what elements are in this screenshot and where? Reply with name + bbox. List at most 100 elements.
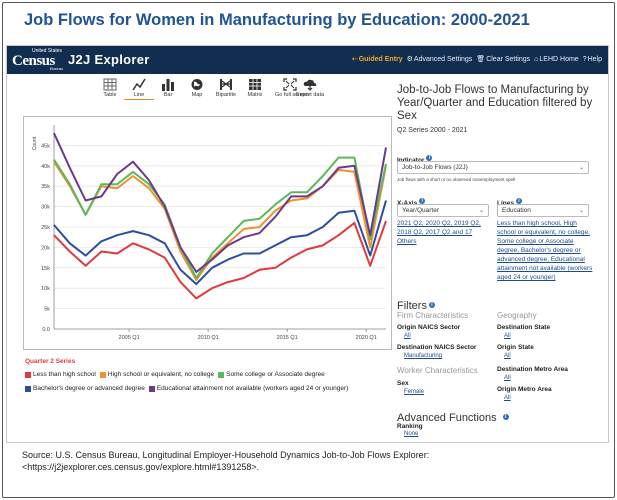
chevron-down-icon: ⌄ [578, 165, 584, 171]
matrix-view-button[interactable]: Matrix [240, 78, 270, 108]
legend-label: Less than high school [33, 371, 96, 378]
line-view-button[interactable]: Line [124, 78, 154, 108]
x-tick-label: 2015 Q1 [277, 335, 298, 341]
worker-characteristics-heading: Worker Characteristics [397, 366, 478, 375]
logo-main-text: Census [12, 53, 55, 69]
y-tick-label: 15k [41, 266, 50, 272]
ranking-value[interactable]: None [404, 431, 419, 437]
legend-label: High school or equivalent, no college [107, 371, 215, 378]
indicator-select-value: Job-to-Job Flows (J2J) [402, 164, 468, 171]
y-axis-label: Count [32, 136, 38, 150]
line-chart-container: 0.0 5k 10k 15k 20k 25k 30k 35k 40k 45k Count 2005 Q… [23, 116, 392, 350]
lehd-home-link[interactable]: ⌂ LEHD Home [534, 55, 579, 63]
destination-naics-value[interactable]: Manufacturing [404, 353, 443, 359]
globe-icon [191, 79, 203, 90]
legend-item[interactable]: Bachelor's degree or advanced degree [25, 383, 145, 395]
lines-select[interactable]: Education ⌄ [497, 204, 589, 217]
y-tick-label: 30k [41, 205, 50, 211]
x-axis-select-value: Year/Quarter [402, 207, 439, 214]
line-view-label: Line [124, 92, 154, 100]
help-link[interactable]: ? Help [583, 55, 602, 63]
fullscreen-label: Go full screen [275, 92, 309, 98]
advanced-settings-link[interactable]: ⚙ Advanced Settings [407, 55, 473, 64]
legend-item[interactable]: Educational attainment not available (wo… [148, 383, 348, 395]
guided-entry-link[interactable]: ⇠ Guided Entry [352, 55, 403, 64]
series-range: Q2 Series 2000 - 2021 [397, 127, 468, 134]
logo-sub-text: Bureau [50, 66, 63, 71]
origin-state-label: Origin State [497, 344, 534, 351]
destination-state-value[interactable]: All [504, 333, 511, 339]
trash-icon: 🗑︎ [476, 56, 486, 63]
advanced-functions-heading: Advanced Functions i [397, 408, 509, 426]
legend-item[interactable]: High school or equivalent, no college [99, 369, 215, 381]
lines-selection-links[interactable]: Less than high school, High school or eq… [497, 220, 593, 281]
chevron-down-icon: ⌄ [578, 208, 584, 214]
view-toolbar: Table Line Bar Map Biparti [95, 78, 325, 108]
destination-metro-label: Destination Metro Area [497, 366, 568, 373]
destination-naics-label: Destination NAICS Sector [397, 344, 477, 351]
y-tick-label: 5k [44, 307, 50, 313]
info-icon[interactable]: i [428, 301, 435, 308]
table-icon [103, 78, 117, 91]
legend-title: Quarter 2 Series [25, 358, 76, 365]
source-citation: Source: U.S. Census Bureau, Longitudinal… [22, 449, 602, 473]
census-logo[interactable]: United States Census Bureau [12, 48, 64, 71]
table-view-label: Table [103, 92, 117, 98]
bipartite-view-button[interactable]: Bipartite [211, 78, 241, 108]
legend-swatch [25, 372, 31, 378]
info-icon[interactable]: i [502, 413, 509, 420]
series-line-2 [53, 161, 387, 281]
y-tick-label: 40k [41, 164, 50, 170]
origin-naics-label: Origin NAICS Sector [397, 324, 461, 331]
chevron-down-icon: ⌄ [478, 208, 484, 214]
origin-metro-value[interactable]: All [504, 395, 511, 401]
x-tick-label: 2005 Q1 [119, 335, 140, 341]
x-axis-selection-links[interactable]: 2021 Q2, 2020 Q2, 2019 Q2, 2018 Q2, 2017… [397, 220, 481, 245]
legend-swatch [99, 372, 106, 378]
table-view-button[interactable]: Table [95, 78, 125, 108]
logo-small-text: United States [32, 48, 63, 54]
indicator-select[interactable]: Job-to-Job Flows (J2J) ⌄ [397, 161, 589, 174]
y-tick-label: 20k [41, 245, 50, 251]
bipartite-view-label: Bipartite [215, 92, 237, 98]
x-axis-section: X-Axisi [397, 192, 426, 210]
advanced-functions-title: Advanced Functions [397, 412, 497, 424]
info-icon[interactable]: i [419, 197, 426, 204]
fullscreen-button[interactable]: Go full screen [275, 78, 309, 108]
info-icon[interactable]: i [426, 154, 433, 161]
destination-metro-value[interactable]: All [504, 375, 511, 381]
origin-metro-label: Origin Metro Area [497, 386, 552, 393]
advanced-settings-label: Advanced Settings [413, 55, 473, 63]
map-view-button[interactable]: Map [182, 78, 212, 108]
indicator-section: Indicatori [397, 149, 433, 167]
y-tick-label: 10k [41, 286, 50, 292]
source-line-2: <https://j2jexplorer.ces.census.gov/expl… [22, 462, 260, 472]
top-bar: United States Census Bureau J2J Explorer… [7, 46, 608, 74]
filters-heading: Filters i [397, 296, 435, 314]
legend-item[interactable]: Some college or Associate degree [218, 369, 325, 381]
origin-state-value[interactable]: All [504, 353, 511, 359]
geography-heading: Geography [497, 311, 537, 320]
firm-characteristics-heading: Firm Characteristics [397, 311, 469, 320]
x-axis-select[interactable]: Year/Quarter ⌄ [397, 204, 489, 217]
bar-chart-icon [162, 79, 174, 91]
settings-panel: Job-to-Job Flows to Manufacturing by Yea… [397, 84, 603, 440]
lines-section: Linesi [497, 192, 522, 210]
x-tick-label: 2010 Q1 [198, 335, 219, 341]
legend-swatch [148, 386, 155, 392]
origin-naics-value[interactable]: All [404, 333, 411, 339]
ranking-label: Ranking [397, 423, 423, 430]
filters-title: Filters [397, 300, 427, 312]
sex-value[interactable]: Female [404, 389, 425, 395]
legend-item[interactable]: Less than high school [25, 369, 96, 381]
source-line-1: Source: U.S. Census Bureau, Longitudinal… [22, 450, 430, 460]
info-icon[interactable]: i [515, 197, 522, 204]
bar-view-button[interactable]: Bar [153, 78, 183, 108]
indicator-note: Job flows with a short or no observed no… [397, 177, 516, 182]
export-data-button[interactable]: Export data [295, 78, 325, 108]
page-title: Job Flows for Women in Manufacturing by … [24, 11, 530, 29]
series-line-1 [53, 220, 387, 300]
x-axis-label: X-Axis [397, 200, 417, 207]
clear-settings-link[interactable]: 🗑︎ Clear Settings [476, 55, 530, 64]
